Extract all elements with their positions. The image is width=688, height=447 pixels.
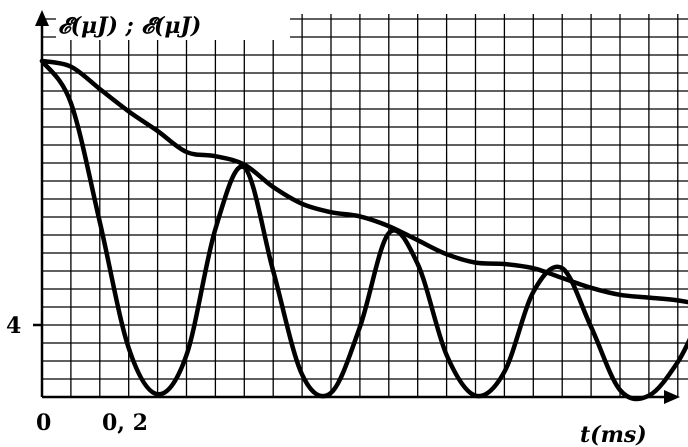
axes [33, 10, 680, 404]
y-tick-label-4: 4 [6, 313, 21, 339]
ylabel-background [56, 8, 290, 40]
series-line-envelope [39, 58, 688, 305]
y-axis-label: 𝓔(μJ) ; 𝓔(μJ) [58, 13, 201, 39]
x-axis-label: t(ms) [580, 422, 647, 447]
series-line-oscillating [39, 58, 688, 402]
y-axis-arrow [35, 10, 49, 26]
x-tick-label-0-2: 0, 2 [102, 410, 148, 436]
x-tick-label-0: 0 [36, 410, 51, 436]
grid [42, 14, 688, 397]
series-group [39, 58, 688, 402]
x-axis-arrow [664, 390, 680, 404]
